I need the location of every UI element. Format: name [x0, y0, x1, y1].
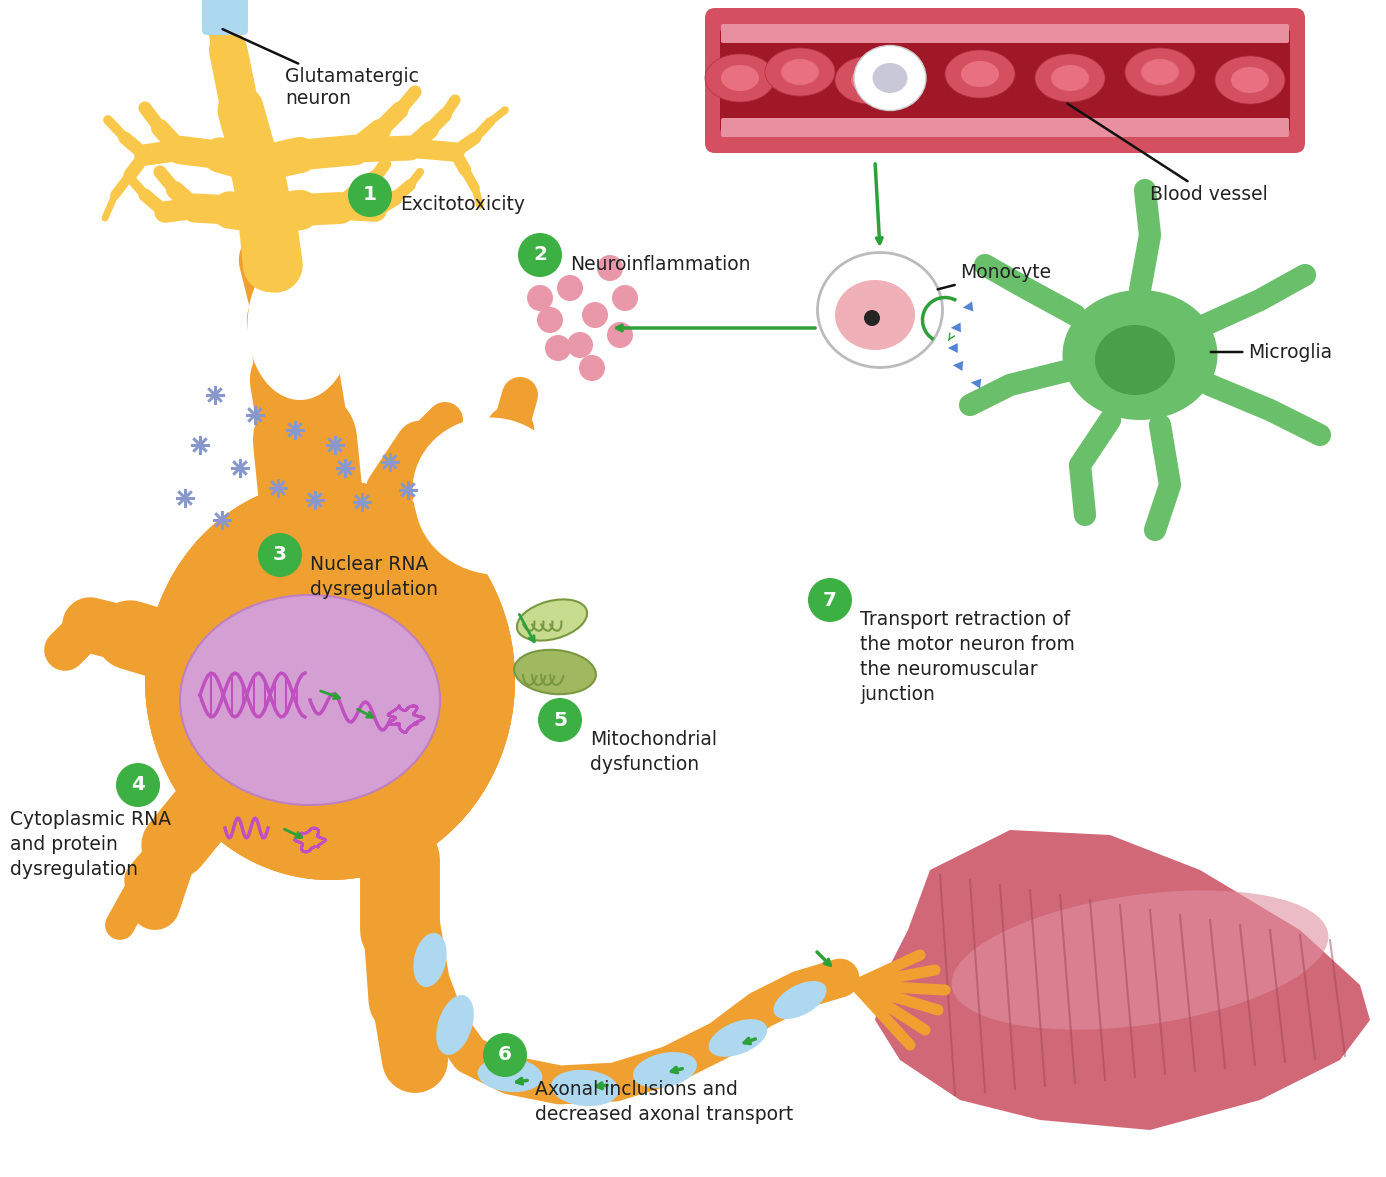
Circle shape	[545, 335, 571, 361]
Text: 5: 5	[553, 711, 567, 730]
Ellipse shape	[705, 54, 775, 102]
Ellipse shape	[1035, 54, 1105, 102]
Circle shape	[863, 310, 880, 326]
Ellipse shape	[834, 280, 915, 350]
Text: Nuclear RNA
dysregulation: Nuclear RNA dysregulation	[310, 556, 438, 599]
Text: Mitochondrial
dysfunction: Mitochondrial dysfunction	[590, 730, 717, 774]
Ellipse shape	[146, 480, 516, 880]
Polygon shape	[875, 830, 1369, 1130]
Ellipse shape	[873, 64, 908, 93]
Ellipse shape	[1231, 67, 1270, 93]
Circle shape	[116, 763, 159, 807]
FancyBboxPatch shape	[705, 8, 1306, 153]
Circle shape	[607, 322, 633, 348]
Ellipse shape	[72, 220, 147, 340]
Ellipse shape	[633, 1052, 697, 1088]
Ellipse shape	[126, 253, 244, 407]
FancyBboxPatch shape	[721, 24, 1289, 44]
Text: 2: 2	[534, 246, 547, 265]
Ellipse shape	[851, 67, 888, 93]
Ellipse shape	[413, 418, 567, 563]
Ellipse shape	[952, 891, 1328, 1030]
Circle shape	[557, 275, 584, 301]
FancyBboxPatch shape	[202, 0, 248, 35]
Text: Monocyte: Monocyte	[938, 262, 1051, 290]
Circle shape	[258, 533, 302, 577]
Text: Microglia: Microglia	[1211, 343, 1332, 361]
Ellipse shape	[146, 480, 516, 880]
Ellipse shape	[437, 995, 474, 1055]
Text: 1: 1	[363, 186, 377, 205]
Text: 4: 4	[132, 776, 146, 794]
Ellipse shape	[478, 1058, 542, 1092]
Ellipse shape	[351, 238, 450, 372]
Text: Transport retraction of
the motor neuron from
the neuromuscular
junction: Transport retraction of the motor neuron…	[859, 610, 1076, 704]
Ellipse shape	[1095, 325, 1175, 395]
Ellipse shape	[1216, 56, 1285, 104]
Ellipse shape	[1051, 65, 1089, 91]
Ellipse shape	[708, 1019, 768, 1057]
Circle shape	[579, 355, 606, 381]
Ellipse shape	[1141, 59, 1179, 85]
Text: 6: 6	[498, 1045, 511, 1064]
Ellipse shape	[960, 61, 999, 87]
Ellipse shape	[1063, 290, 1217, 420]
Circle shape	[348, 173, 392, 217]
Circle shape	[527, 285, 553, 311]
Text: Glutamatergic
neuron: Glutamatergic neuron	[223, 29, 419, 108]
Text: Blood vessel: Blood vessel	[1067, 104, 1268, 205]
Ellipse shape	[765, 48, 834, 97]
Text: 7: 7	[823, 591, 837, 610]
Circle shape	[567, 332, 593, 358]
FancyBboxPatch shape	[721, 118, 1289, 137]
Text: Axonal inclusions and
decreased axonal transport: Axonal inclusions and decreased axonal t…	[535, 1080, 793, 1124]
Ellipse shape	[146, 480, 516, 880]
Text: Excitotoxicity: Excitotoxicity	[401, 195, 525, 214]
Ellipse shape	[413, 933, 446, 988]
Ellipse shape	[180, 596, 439, 805]
Ellipse shape	[414, 425, 585, 576]
Ellipse shape	[514, 650, 596, 694]
Circle shape	[518, 233, 561, 277]
Text: Cytoplasmic RNA
and protein
dysregulation: Cytoplasmic RNA and protein dysregulatio…	[10, 810, 170, 879]
Ellipse shape	[945, 49, 1015, 98]
Text: 3: 3	[273, 545, 287, 565]
Circle shape	[536, 307, 563, 333]
Ellipse shape	[721, 65, 760, 91]
Ellipse shape	[552, 1070, 620, 1106]
Ellipse shape	[517, 599, 588, 640]
Ellipse shape	[248, 250, 352, 400]
Circle shape	[482, 1033, 527, 1077]
Ellipse shape	[1125, 48, 1195, 97]
Ellipse shape	[773, 980, 826, 1019]
Ellipse shape	[780, 59, 819, 85]
Ellipse shape	[854, 46, 926, 111]
FancyBboxPatch shape	[719, 28, 1290, 133]
Circle shape	[538, 698, 582, 742]
Circle shape	[582, 302, 608, 328]
Circle shape	[613, 285, 638, 311]
Ellipse shape	[818, 253, 942, 367]
Text: Neuroinflammation: Neuroinflammation	[570, 255, 750, 274]
Circle shape	[597, 255, 622, 281]
Ellipse shape	[834, 56, 905, 104]
Circle shape	[808, 578, 852, 621]
